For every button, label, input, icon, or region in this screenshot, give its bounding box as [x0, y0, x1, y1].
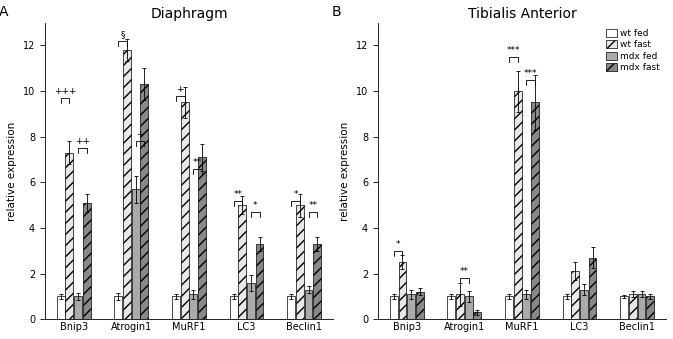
Bar: [629, 294, 637, 319]
Title: Tibialis Anterior: Tibialis Anterior: [468, 7, 576, 21]
Bar: [238, 205, 246, 319]
Bar: [416, 292, 423, 319]
Text: +++: +++: [54, 87, 76, 96]
Y-axis label: relative expression: relative expression: [7, 121, 17, 221]
Bar: [456, 294, 464, 319]
Text: B: B: [332, 5, 341, 19]
Text: ***: ***: [524, 69, 537, 78]
Text: *: *: [293, 190, 298, 199]
Text: **: **: [193, 158, 202, 167]
Bar: [114, 297, 122, 319]
Bar: [505, 297, 513, 319]
Bar: [172, 297, 180, 319]
Text: +: +: [136, 131, 144, 139]
Text: ***: ***: [507, 46, 520, 55]
Bar: [198, 157, 206, 319]
Bar: [57, 297, 65, 319]
Bar: [123, 50, 131, 319]
Bar: [522, 294, 530, 319]
Text: **: **: [460, 267, 469, 276]
Bar: [448, 297, 455, 319]
Bar: [83, 203, 91, 319]
Bar: [141, 84, 148, 319]
Title: Diaphragm: Diaphragm: [150, 7, 227, 21]
Bar: [473, 313, 481, 319]
Bar: [580, 290, 588, 319]
Text: **: **: [308, 201, 318, 210]
Bar: [465, 297, 472, 319]
Bar: [646, 297, 654, 319]
Bar: [314, 244, 321, 319]
Bar: [390, 297, 398, 319]
Text: *: *: [396, 240, 400, 249]
Text: §: §: [120, 30, 125, 39]
Legend: wt fed, wt fast, mdx fed, mdx fast: wt fed, wt fast, mdx fed, mdx fast: [604, 27, 662, 74]
Bar: [132, 189, 139, 319]
Text: ++: ++: [75, 137, 90, 146]
Text: +: +: [176, 85, 184, 94]
Bar: [247, 283, 255, 319]
Bar: [181, 102, 188, 319]
Bar: [189, 294, 197, 319]
Bar: [571, 271, 579, 319]
Bar: [621, 297, 628, 319]
Bar: [229, 297, 238, 319]
Bar: [65, 153, 73, 319]
Y-axis label: relative expression: relative expression: [341, 121, 350, 221]
Bar: [563, 297, 571, 319]
Bar: [256, 244, 263, 319]
Bar: [407, 294, 415, 319]
Bar: [305, 290, 312, 319]
Text: **: **: [234, 190, 242, 199]
Bar: [531, 102, 539, 319]
Bar: [638, 294, 645, 319]
Bar: [287, 297, 295, 319]
Text: A: A: [0, 5, 8, 19]
Bar: [296, 205, 304, 319]
Text: *: *: [253, 201, 258, 210]
Bar: [74, 297, 82, 319]
Bar: [589, 258, 596, 319]
Bar: [398, 262, 406, 319]
Bar: [513, 91, 522, 319]
